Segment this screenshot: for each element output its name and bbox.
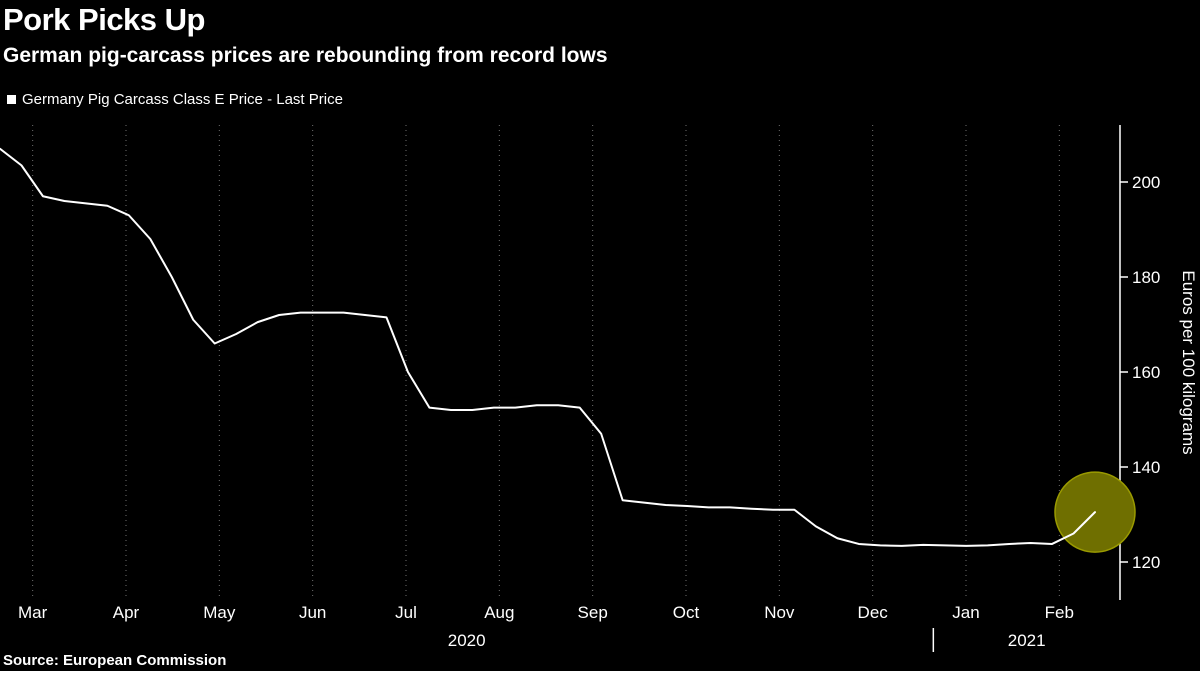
- month-tick-label: May: [203, 603, 236, 622]
- month-tick-label: Oct: [673, 603, 700, 622]
- legend-marker-icon: [7, 95, 16, 104]
- month-tick-label: Sep: [578, 603, 608, 622]
- bottom-rule: [0, 671, 1200, 675]
- month-tick-label: Aug: [484, 603, 514, 622]
- month-tick-label: Jul: [395, 603, 417, 622]
- y-tick-label: 120: [1132, 553, 1160, 572]
- y-tick-label: 140: [1132, 458, 1160, 477]
- chart-title: Pork Picks Up: [3, 2, 205, 37]
- price-line: [0, 147, 1096, 547]
- month-tick-label: Jun: [299, 603, 326, 622]
- year-tick-label: 2021: [1008, 631, 1046, 650]
- y-tick-label: 160: [1132, 363, 1160, 382]
- month-tick-label: Apr: [113, 603, 140, 622]
- month-tick-label: Nov: [764, 603, 795, 622]
- y-tick-label: 200: [1132, 173, 1160, 192]
- chart-subtitle: German pig-carcass prices are rebounding…: [3, 44, 608, 67]
- legend: Germany Pig Carcass Class E Price - Last…: [7, 91, 343, 108]
- year-tick-label: 2020: [448, 631, 486, 650]
- month-tick-label: Feb: [1045, 603, 1074, 622]
- month-tick-label: Jan: [952, 603, 979, 622]
- legend-label: Germany Pig Carcass Class E Price - Last…: [22, 91, 343, 108]
- source-note: Source: European Commission: [3, 652, 227, 669]
- y-tick-label: 180: [1132, 268, 1160, 287]
- month-tick-label: Mar: [18, 603, 48, 622]
- month-tick-label: Dec: [858, 603, 889, 622]
- y-axis-title: Euros per 100 kilograms: [1179, 270, 1198, 454]
